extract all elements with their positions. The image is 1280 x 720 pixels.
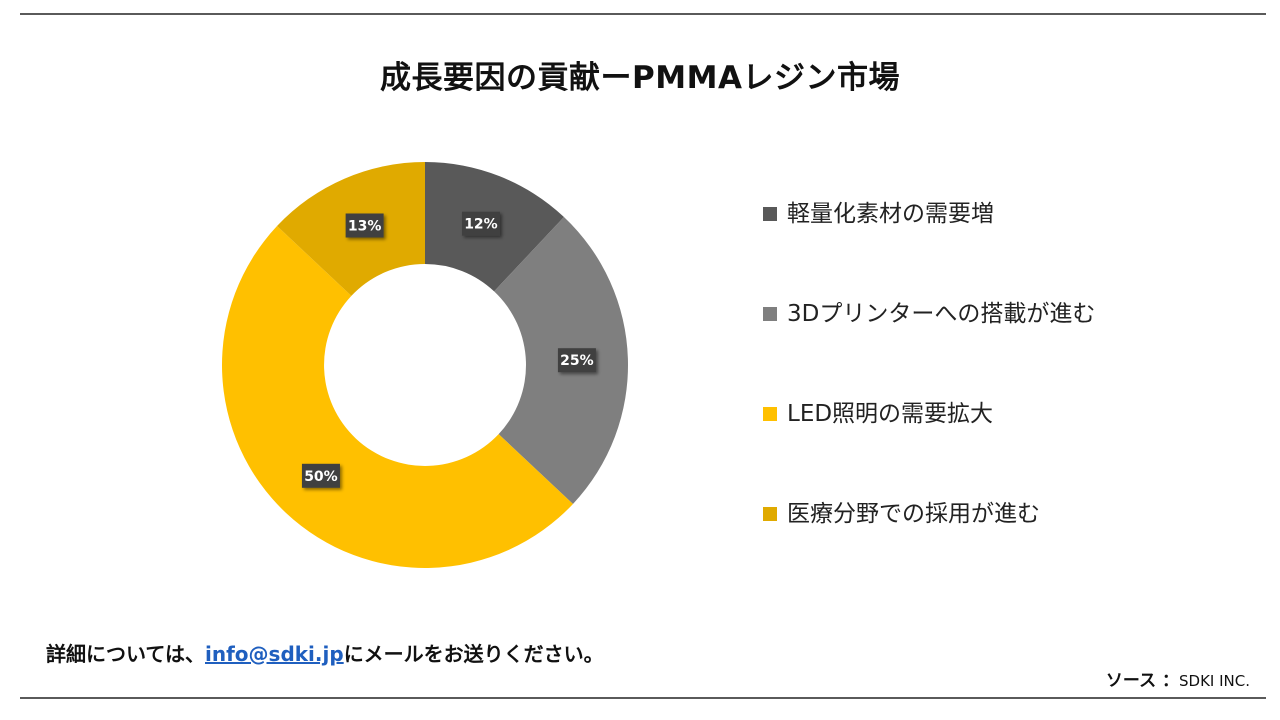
chart-legend: 軽量化素材の需要増 3Dプリンターへの搭載が進む LED照明の需要拡大 医療分野… <box>763 197 1095 597</box>
legend-item-medical: 医療分野での採用が進む <box>763 497 1095 597</box>
bottom-rule <box>20 697 1266 699</box>
data-label-text: 13% <box>348 219 382 235</box>
source-value: SDKI INC. <box>1179 672 1250 690</box>
contact-note: 詳細については、info@sdki.jpにメールをお送りください。 <box>46 638 604 667</box>
legend-swatch-3d-printer <box>763 307 777 321</box>
data-label-box <box>301 463 340 488</box>
donut-chart: 12% 25% 50% 13% <box>222 162 628 568</box>
data-label-box <box>345 213 384 238</box>
data-label-text: 50% <box>304 469 338 485</box>
data-label-led: 50% <box>301 463 340 488</box>
legend-item-3d-printer: 3Dプリンターへの搭載が進む <box>763 297 1095 397</box>
source-label: ソース ： <box>1105 671 1179 691</box>
source-credit: ソース ：SDKI INC. <box>1106 666 1250 691</box>
legend-swatch-medical <box>763 507 777 521</box>
legend-swatch-led <box>763 407 777 421</box>
legend-label-lightweight: 軽量化素材の需要増 <box>787 201 994 227</box>
contact-email-link[interactable]: info@sdki.jp <box>205 642 344 666</box>
legend-swatch-lightweight <box>763 207 777 221</box>
top-rule <box>20 13 1266 15</box>
data-label-box <box>461 211 500 236</box>
contact-suffix: にメールをお送りください。 <box>343 642 604 666</box>
data-label-3d-printer: 25% <box>557 348 596 373</box>
contact-prefix: 詳細については、 <box>46 642 205 666</box>
chart-title: 成長要因の貢献ーPMMAレジン市場 <box>380 60 900 96</box>
legend-label-led: LED照明の需要拡大 <box>787 401 994 427</box>
legend-label-3d-printer: 3Dプリンターへの搭載が進む <box>787 301 1096 327</box>
legend-label-medical: 医療分野での採用が進む <box>787 501 1040 527</box>
data-label-text: 12% <box>464 217 498 233</box>
data-label-box <box>557 348 596 373</box>
data-label-lightweight: 12% <box>461 211 500 236</box>
legend-item-led: LED照明の需要拡大 <box>763 397 1095 497</box>
data-label-medical: 13% <box>345 213 384 238</box>
data-label-text: 25% <box>560 353 594 369</box>
legend-item-lightweight: 軽量化素材の需要増 <box>763 197 1095 297</box>
